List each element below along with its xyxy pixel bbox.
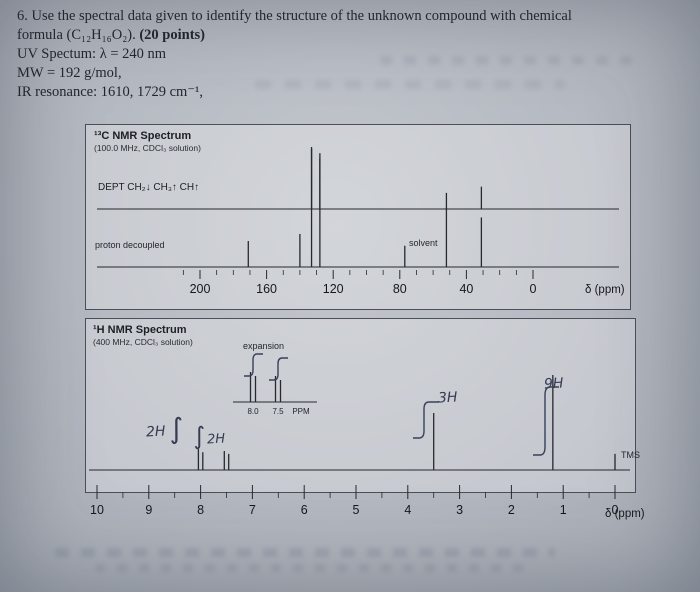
c13-tick-label: 0: [530, 282, 537, 296]
h1-title: ¹H NMR Spectrum: [93, 324, 187, 336]
question-line-2: formula (C₁₂H₁₆O₂). (20 points): [17, 26, 685, 45]
c13-tick-label: 200: [190, 282, 211, 296]
c13-panel-border: [85, 124, 631, 310]
handwritten-2h-left: 2H: [145, 423, 166, 441]
h1-subtitle: (400 MHz, CDCl₃ solution): [93, 337, 193, 347]
mw-line: MW = 192 g/mol,: [17, 65, 122, 81]
expansion-inset: 8.0 7.5 PPM: [233, 353, 317, 416]
c13-tick-label: 120: [323, 282, 344, 296]
handwritten-2h-right: 2H: [206, 431, 226, 448]
integral-step-9h: [533, 386, 559, 456]
question-block: 6. Use the spectral data given to identi…: [17, 7, 685, 102]
h1-tick-label: 1: [560, 503, 567, 517]
solvent-label: solvent: [409, 238, 438, 248]
h1-tick-label: 7: [249, 503, 256, 517]
proton-decoupled-label: proton decoupled: [95, 240, 165, 250]
h1-axis-ticks-group: 10 9 8 7 6 5 4 3 2 1 0: [90, 485, 619, 517]
expansion-integral-step: [244, 353, 263, 377]
c13-tick-label: 40: [459, 282, 473, 296]
bleedthrough-smudge: [95, 564, 525, 572]
h1-tick-label: 0: [612, 503, 619, 517]
tms-label: TMS: [621, 450, 640, 460]
expansion-tick-label: 7.5: [272, 407, 284, 416]
expansion-integral-step: [269, 357, 288, 381]
expansion-tick-label: 8.0: [247, 407, 259, 416]
h1-peaks-group: [197, 375, 616, 470]
c13-peaks-group: [247, 147, 483, 267]
expansion-label: expansion: [243, 341, 284, 351]
h1-panel-border: [85, 318, 636, 493]
question-line-1: 6. Use the spectral data given to identi…: [17, 8, 572, 24]
uv-spectrum-line: UV Spectum: λ = 240 nm: [17, 46, 167, 62]
c13-subtitle: (100.0 MHz, CDCl₃ solution): [94, 143, 201, 153]
handwritten-integral-mark-1: ∫: [168, 411, 185, 446]
h1-tick-label: 10: [90, 503, 104, 517]
h1-tick-label: 6: [301, 503, 308, 517]
h1-tick-label: 8: [197, 503, 204, 517]
ir-line: IR resonance: 1610, 1729 cm⁻¹,: [17, 84, 203, 100]
handwritten-9h: 9H: [543, 375, 564, 393]
c13-xaxis-unit: δ (ppm): [585, 284, 625, 296]
c13-tick-label: 80: [393, 282, 407, 296]
handwritten-3h: 3H: [437, 389, 458, 407]
c13-tick-label: 160: [256, 282, 277, 296]
h1-nmr-spectrum-panel: ¹H NMR Spectrum (400 MHz, CDCl₃ solution…: [85, 318, 645, 520]
c13-axis-ticks-group: 200 160 120 80 40 0: [182, 270, 537, 296]
h1-xaxis-unit: δ (ppm): [605, 508, 645, 520]
question-formula: formula (C₁₂H₁₆O₂).: [17, 27, 140, 43]
c13-nmr-spectrum-panel: ¹³C NMR Spectrum (100.0 MHz, CDCl₃ solut…: [85, 124, 631, 310]
h1-tick-label: 9: [145, 503, 152, 517]
h1-tick-label: 3: [456, 503, 463, 517]
question-points: (20 points): [139, 27, 205, 43]
c13-dept-legend: DEPT CH₂↓ CH₃↑ CH↑: [98, 182, 199, 193]
h1-tick-label: 2: [508, 503, 515, 517]
h1-tick-label: 5: [353, 503, 360, 517]
bleedthrough-smudge: [55, 548, 555, 557]
h1-tick-label: 4: [404, 503, 411, 517]
integral-step-3h: [413, 401, 439, 439]
expansion-axis-unit: PPM: [292, 407, 310, 416]
handwritten-integral-mark-2: ∫: [192, 421, 207, 451]
c13-title: ¹³C NMR Spectrum: [94, 130, 191, 142]
